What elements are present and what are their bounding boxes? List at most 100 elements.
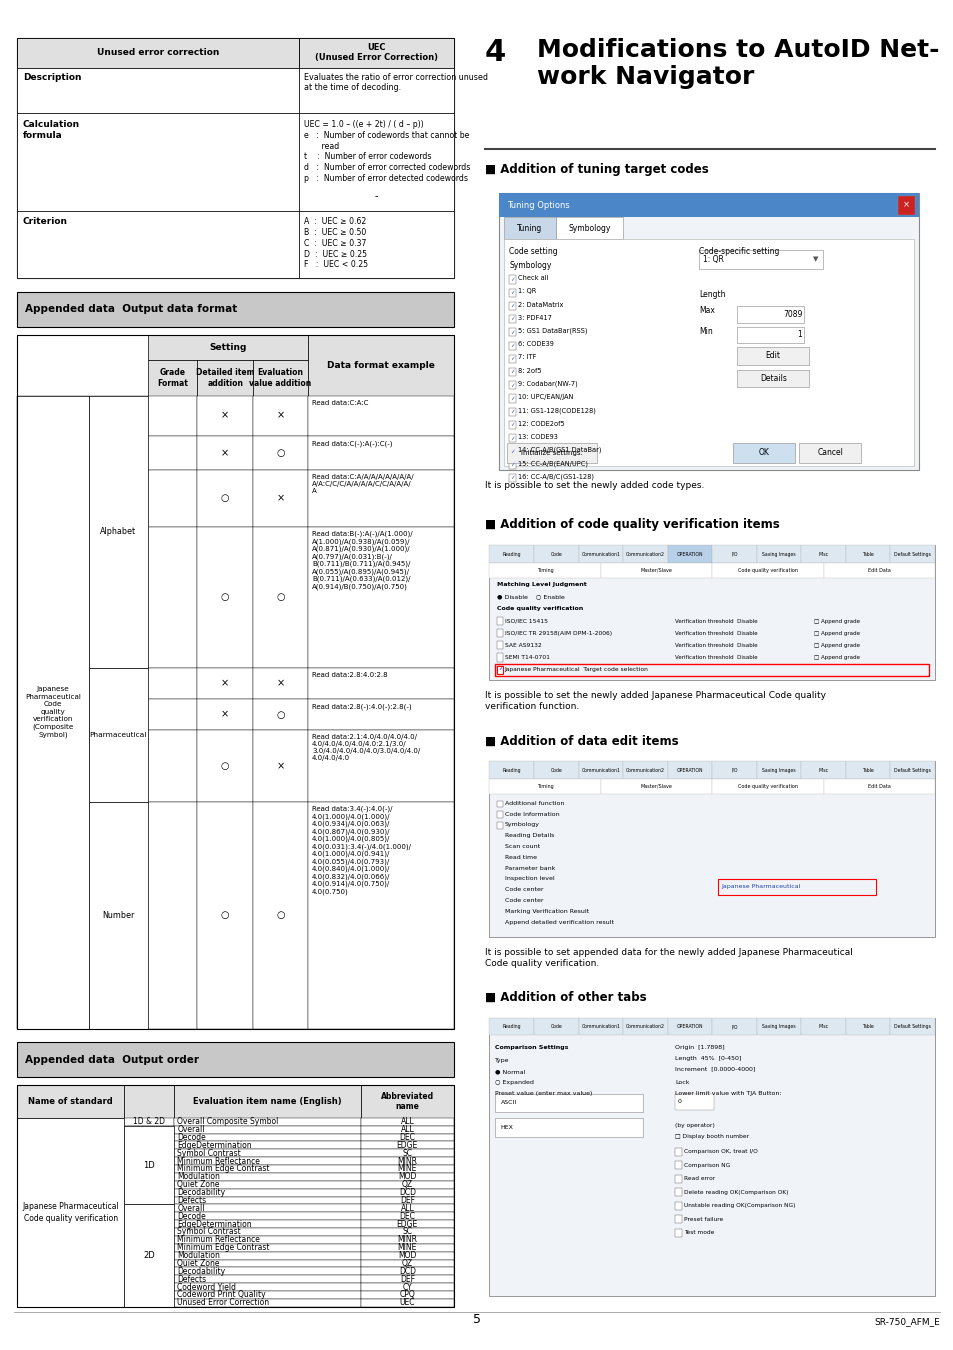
Text: Length: Length: [699, 290, 725, 300]
Text: 16: CC-A/B/C(GS1-128): 16: CC-A/B/C(GS1-128): [517, 474, 594, 479]
Text: Japanese
Pharmaceutical
Code
quality
verification
(Composite
Symbol): Japanese Pharmaceutical Code quality ver…: [25, 686, 81, 738]
Bar: [173, 1118, 360, 1126]
Bar: [801, 1018, 845, 1035]
Text: Origin  [1.7898]: Origin [1.7898]: [675, 1045, 724, 1050]
Text: It is possible to set the newly added code types.: It is possible to set the newly added co…: [484, 481, 703, 490]
Bar: [124, 1251, 173, 1260]
Bar: [173, 1291, 360, 1299]
Text: Quiet Zone: Quiet Zone: [177, 1260, 220, 1268]
Bar: [173, 1173, 360, 1181]
Bar: [622, 761, 667, 779]
Bar: [148, 396, 197, 436]
Text: ✓: ✓: [510, 343, 515, 348]
Bar: [675, 1148, 681, 1156]
Bar: [89, 802, 148, 1029]
Bar: [822, 563, 934, 578]
Text: Decodability: Decodability: [177, 1188, 225, 1197]
Text: Symbol Contrast: Symbol Contrast: [177, 1149, 241, 1158]
Text: 2D: 2D: [143, 1251, 154, 1260]
Bar: [298, 113, 454, 211]
Bar: [497, 641, 502, 649]
Bar: [298, 211, 454, 278]
Bar: [17, 668, 89, 699]
Text: ✓: ✓: [510, 396, 515, 401]
Bar: [173, 1085, 360, 1118]
Bar: [600, 779, 711, 794]
Bar: [711, 779, 822, 794]
Bar: [89, 668, 148, 699]
Text: Lower limit value with TJA Button:: Lower limit value with TJA Button:: [675, 1091, 781, 1096]
Text: EDGE: EDGE: [396, 1219, 417, 1228]
Bar: [360, 1118, 454, 1126]
Bar: [17, 211, 298, 278]
Text: 1D: 1D: [143, 1161, 154, 1169]
Bar: [600, 563, 711, 578]
Bar: [173, 1134, 360, 1142]
Bar: [845, 1018, 889, 1035]
Bar: [124, 1173, 173, 1181]
Bar: [17, 396, 89, 1029]
Text: Master/Slave: Master/Slave: [639, 568, 672, 572]
Bar: [17, 38, 454, 278]
Text: Default Settings: Default Settings: [893, 552, 930, 556]
Text: Overall Composite Symbol: Overall Composite Symbol: [177, 1118, 278, 1126]
Text: EDGE: EDGE: [396, 1141, 417, 1150]
Bar: [360, 1299, 454, 1307]
Bar: [756, 545, 801, 563]
Bar: [173, 1149, 360, 1157]
Text: ○: ○: [221, 493, 229, 504]
Bar: [675, 1188, 681, 1196]
Bar: [253, 526, 308, 668]
Text: ASCII: ASCII: [500, 1100, 517, 1106]
Text: Calculation
formula: Calculation formula: [23, 120, 80, 139]
Bar: [497, 811, 502, 818]
Text: Reading: Reading: [502, 552, 520, 556]
Text: Read data:2.8:4.0:2.8: Read data:2.8:4.0:2.8: [312, 672, 387, 678]
Bar: [124, 1299, 173, 1307]
Bar: [148, 699, 197, 730]
Bar: [124, 1260, 173, 1268]
Bar: [360, 1291, 454, 1299]
Text: 5: GS1 DataBar(RSS): 5: GS1 DataBar(RSS): [517, 328, 587, 335]
Text: Abbreviated
name: Abbreviated name: [380, 1092, 434, 1111]
Bar: [506, 443, 597, 463]
Text: Unstable reading OK(Comparison NG): Unstable reading OK(Comparison NG): [683, 1203, 795, 1208]
Bar: [699, 250, 822, 269]
Text: Pharmaceutical: Pharmaceutical: [90, 732, 147, 738]
Text: EdgeDetermination: EdgeDetermination: [177, 1219, 252, 1228]
Text: ■ Addition of other tabs: ■ Addition of other tabs: [484, 991, 645, 1004]
Bar: [253, 470, 308, 526]
Text: □ Append grade: □ Append grade: [813, 655, 859, 660]
Text: Communication2: Communication2: [625, 1025, 664, 1029]
Text: I/O: I/O: [730, 552, 737, 556]
Bar: [509, 408, 516, 416]
Text: 6: CODE39: 6: CODE39: [517, 342, 554, 347]
Text: Unused error correction: Unused error correction: [97, 49, 219, 57]
Bar: [801, 761, 845, 779]
Text: Details: Details: [759, 374, 786, 383]
Text: I/O: I/O: [730, 768, 737, 772]
Text: ● Normal: ● Normal: [495, 1069, 525, 1075]
Bar: [308, 802, 454, 1029]
Text: Saving Images: Saving Images: [761, 768, 795, 772]
Text: Cancel: Cancel: [817, 448, 842, 458]
Text: QZ: QZ: [401, 1260, 413, 1268]
Bar: [845, 761, 889, 779]
Text: ALL: ALL: [400, 1118, 414, 1126]
Text: SEMI T14-0701: SEMI T14-0701: [504, 655, 549, 660]
Text: Comparison OK, treat I/O: Comparison OK, treat I/O: [683, 1149, 757, 1154]
Bar: [737, 327, 803, 343]
Bar: [173, 1282, 360, 1291]
Text: Communication2: Communication2: [625, 768, 664, 772]
Text: 7089: 7089: [782, 310, 801, 319]
Bar: [173, 1126, 360, 1134]
Text: Comparison NG: Comparison NG: [683, 1162, 729, 1168]
Bar: [17, 1085, 124, 1118]
Text: Timing: Timing: [537, 784, 553, 788]
Text: QZ: QZ: [401, 1180, 413, 1189]
Bar: [360, 1126, 454, 1134]
Text: Verification threshold  Disable: Verification threshold Disable: [675, 643, 758, 648]
Text: OPERATION: OPERATION: [676, 768, 702, 772]
Bar: [667, 545, 711, 563]
Text: ■ Addition of data edit items: ■ Addition of data edit items: [484, 734, 678, 748]
